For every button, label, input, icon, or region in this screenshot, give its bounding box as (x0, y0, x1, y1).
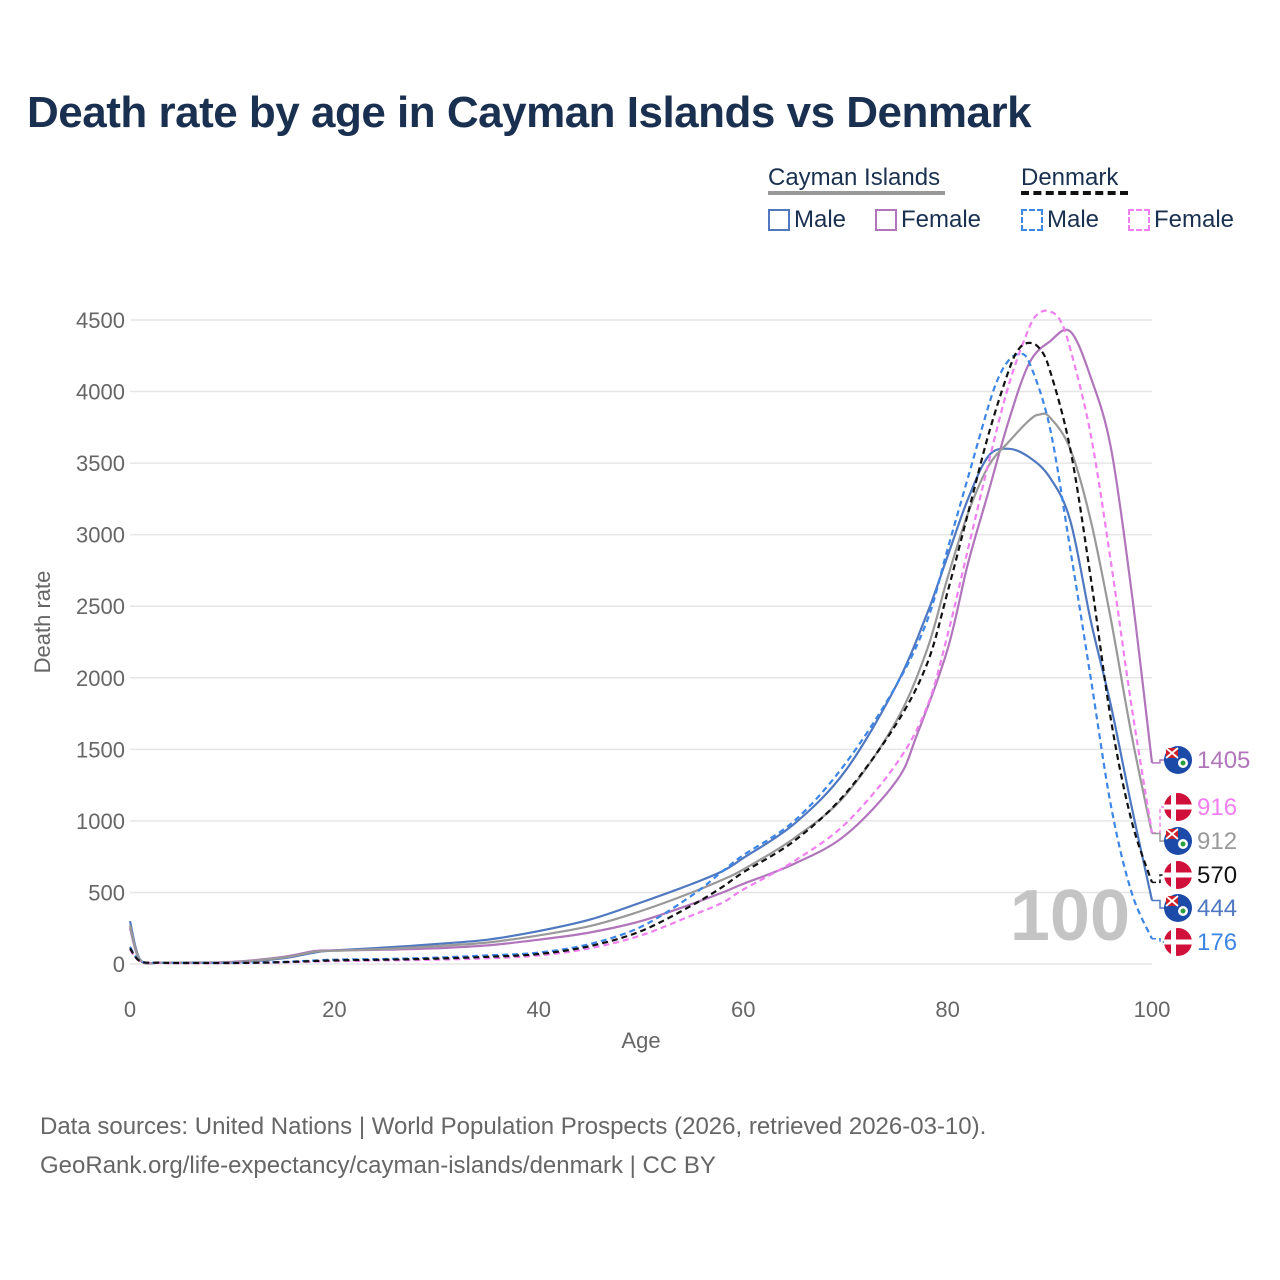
legend-label-cayman-male: Male (794, 206, 847, 233)
end-label-connector (1152, 874, 1166, 884)
x-tick-label: 40 (527, 997, 551, 1022)
legend-underline-cayman (768, 191, 945, 195)
x-tick-label: 100 (1134, 997, 1171, 1022)
end-label-value: 176 (1197, 929, 1237, 956)
flag-cross-h (1164, 872, 1192, 878)
source-line-1: Data sources: United Nations | World Pop… (40, 1113, 987, 1140)
grid-lines (130, 319, 1152, 965)
end-labels: 1405 916 912 570 444 176 (1152, 746, 1250, 956)
flag-cross-h (1164, 939, 1192, 945)
legend-item-denmark-male[interactable]: Male (1021, 206, 1099, 234)
legend-label-cayman-female: Female (901, 206, 982, 233)
flag-cross-h (1164, 804, 1192, 810)
end-label-value: 444 (1197, 895, 1237, 922)
series-line-denmark-female (129, 309, 1154, 965)
end-label-value: 570 (1197, 862, 1237, 889)
denmark-flag-icon (1164, 928, 1192, 956)
y-tick-label: 3000 (76, 523, 125, 548)
legend-label-denmark-female: Female (1154, 206, 1235, 233)
series-line-cayman-islands-total (128, 412, 1154, 965)
chart-title: Death rate by age in Cayman Islands vs D… (27, 88, 1032, 137)
series-line-cayman-islands-female (128, 328, 1154, 965)
x-tick-label: 20 (322, 997, 346, 1022)
end-label-value: 1405 (1197, 747, 1250, 774)
legend-item-denmark-female[interactable]: Female (1128, 206, 1234, 234)
x-axis-label: Age (621, 1028, 660, 1053)
x-tick-label: 60 (731, 997, 755, 1022)
denmark-flag-icon (1164, 793, 1192, 821)
legend-swatch-cayman-male (768, 209, 790, 231)
legend-item-cayman-female[interactable]: Female (875, 206, 981, 234)
end-label-value: 916 (1197, 794, 1237, 821)
end-label-connector (1152, 832, 1166, 842)
y-tick-label: 0 (113, 952, 125, 977)
year-watermark: 100 (1010, 876, 1130, 956)
y-tick-label: 4000 (76, 380, 125, 405)
cayman-islands-flag-icon (1164, 827, 1192, 855)
y-axis-ticks: 0 500 1000 1500 2000 2500 3000 3500 4000 4500 (76, 308, 125, 977)
series-lines (128, 309, 1154, 965)
series-line-denmark-total (129, 341, 1154, 965)
end-label-connector (1152, 759, 1166, 764)
x-axis-ticks: 0 20 40 60 80 100 (124, 997, 1170, 1022)
end-label-connector (1152, 899, 1166, 909)
source-line-2[interactable]: GeoRank.org/life-expectancy/cayman-islan… (40, 1152, 716, 1179)
source-note: Data sources: United Nations | World Pop… (40, 1107, 986, 1185)
denmark-flag-icon (1164, 861, 1192, 889)
legend-item-cayman-male[interactable]: Male (768, 206, 846, 234)
flag-crest-inner (1180, 760, 1186, 766)
legend-swatch-denmark-female (1128, 209, 1150, 231)
y-tick-label: 3500 (76, 451, 125, 476)
y-tick-label: 500 (88, 880, 125, 905)
legend-label-denmark-male: Male (1047, 206, 1100, 233)
legend-swatch-denmark-male (1021, 209, 1043, 231)
end-label-connector (1152, 938, 1166, 943)
flag-crest-inner (1180, 841, 1186, 847)
legend-swatch-cayman-female (875, 209, 897, 231)
x-tick-label: 80 (935, 997, 959, 1022)
flag-crest-inner (1180, 908, 1186, 914)
y-tick-label: 1500 (76, 737, 125, 762)
cayman-islands-flag-icon (1164, 894, 1192, 922)
legend-group-title-denmark: Denmark (1021, 164, 1119, 191)
cayman-islands-flag-icon (1164, 746, 1192, 774)
y-tick-label: 1000 (76, 809, 125, 834)
legend-group-title-cayman: Cayman Islands (768, 164, 941, 191)
series-line-cayman-islands-male (128, 447, 1154, 965)
flag-saltire (1165, 828, 1179, 840)
series-line-denmark-male (129, 352, 1154, 965)
end-label-connector (1152, 806, 1166, 834)
y-tick-label: 2000 (76, 666, 125, 691)
y-axis-label: Death rate (30, 571, 55, 674)
flag-saltire (1165, 895, 1179, 907)
y-tick-label: 2500 (76, 594, 125, 619)
end-label-value: 912 (1197, 828, 1237, 855)
flag-saltire (1165, 747, 1179, 759)
legend-underline-denmark (1021, 191, 1128, 195)
x-tick-label: 0 (124, 997, 136, 1022)
y-tick-label: 4500 (76, 308, 125, 333)
